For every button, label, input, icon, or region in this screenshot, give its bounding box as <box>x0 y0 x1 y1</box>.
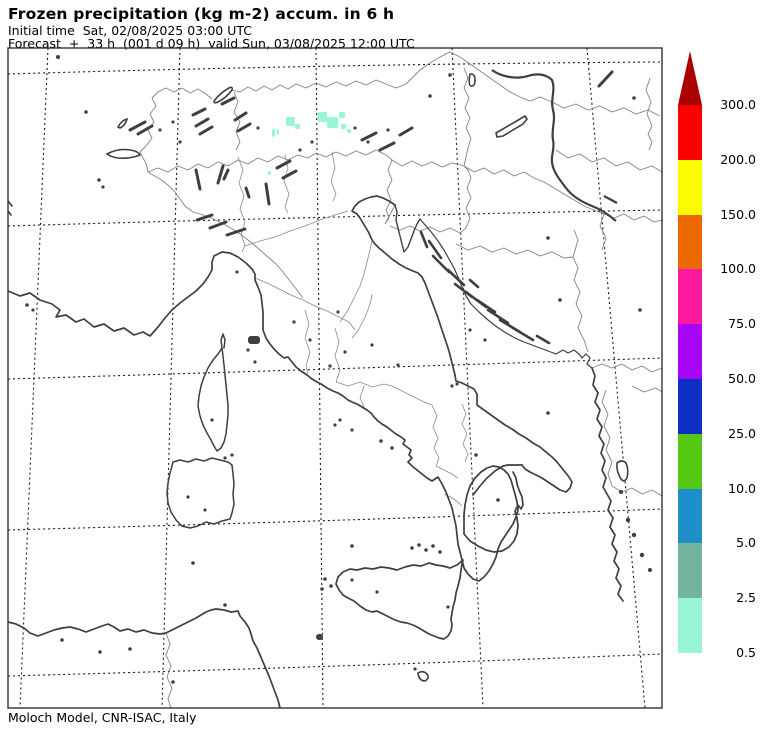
adriatic-coast <box>351 195 573 493</box>
colorbar-segment <box>678 488 702 544</box>
chart-title: Frozen precipitation (kg m-2) accum. in … <box>8 5 395 23</box>
lake-neusiedl <box>468 73 476 87</box>
corsica-coast <box>197 333 229 452</box>
sicily-coast <box>335 559 464 640</box>
colorbar-arrow <box>678 51 702 105</box>
graticule-grid <box>8 48 662 708</box>
colorbar-label: 2.5 <box>736 590 756 606</box>
gozo-island <box>413 667 417 671</box>
adriatic-islands <box>419 230 551 345</box>
colorbar-segment <box>678 105 702 161</box>
colorbar-segment <box>678 269 702 325</box>
lake-geneva <box>105 148 142 159</box>
precip-patch <box>341 124 346 129</box>
precipitation-patches <box>268 112 351 175</box>
colorbar-label: 25.0 <box>728 425 756 441</box>
north-africa-coast <box>8 608 281 708</box>
coastlines <box>8 195 624 708</box>
lake-constance <box>213 86 233 104</box>
precip-patch <box>339 112 345 118</box>
precip-patch <box>318 112 327 122</box>
colorbar-segment <box>678 159 702 216</box>
colorbar-label: 0.5 <box>736 645 756 660</box>
colorbar-segment <box>678 433 702 490</box>
precip-patch <box>272 129 275 137</box>
regional-borders <box>237 151 469 507</box>
colorbar-segment <box>678 379 702 435</box>
colorbar-label: 100.0 <box>720 261 756 277</box>
colorbar-label: 5.0 <box>736 535 756 551</box>
colorbar-label: 50.0 <box>728 371 756 386</box>
initial-time-line: Initial time Sat, 02/08/2025 03:00 UTC <box>8 23 252 38</box>
capri-island <box>390 446 394 450</box>
danube-river <box>491 69 618 222</box>
ustica-island <box>350 544 354 548</box>
precip-patch <box>268 171 271 175</box>
italy-map <box>7 47 663 709</box>
colorbar-segment <box>678 543 702 599</box>
ponza-island <box>333 423 337 427</box>
precip-patch <box>286 117 295 126</box>
colorbar-label: 75.0 <box>728 316 756 332</box>
lake-balaton <box>495 114 528 138</box>
forecast-valid-line: Forecast + 33 h (001 d 09 h) valid Sun, … <box>8 36 415 51</box>
small-islands-dots <box>25 55 652 684</box>
colorbar-label: 10.0 <box>728 480 756 496</box>
colorbar-segment <box>678 324 702 380</box>
precip-patch <box>347 129 351 133</box>
colorbar-label: 150.0 <box>720 206 756 222</box>
corfu-island <box>616 460 629 482</box>
model-credit: Moloch Model, CNR-ISAC, Italy <box>8 710 197 725</box>
precip-patch <box>327 117 338 128</box>
lake-neuchatel <box>116 117 129 129</box>
albania-greece-coast <box>591 367 624 602</box>
alpine-marks <box>128 70 614 237</box>
colorbar-label: 300.0 <box>720 97 756 112</box>
gulf-of-taranto <box>472 464 523 496</box>
istria-coast <box>394 204 421 253</box>
pantelleria-island <box>316 634 323 640</box>
lakes-outlined <box>105 73 629 682</box>
malta-island <box>417 670 429 682</box>
colorbar-segment <box>678 598 702 654</box>
croatia-coast <box>419 218 593 369</box>
colorbar-segment <box>678 214 702 270</box>
ischia-island <box>379 439 383 443</box>
colorbar-label: 200.0 <box>720 151 756 167</box>
mainland-coast <box>8 251 524 582</box>
map-area <box>7 47 663 709</box>
elba-island <box>248 336 260 344</box>
map-frame <box>7 47 663 709</box>
precip-patch <box>295 124 300 129</box>
precip-patch <box>277 129 279 135</box>
sardinia-coast <box>166 457 235 529</box>
